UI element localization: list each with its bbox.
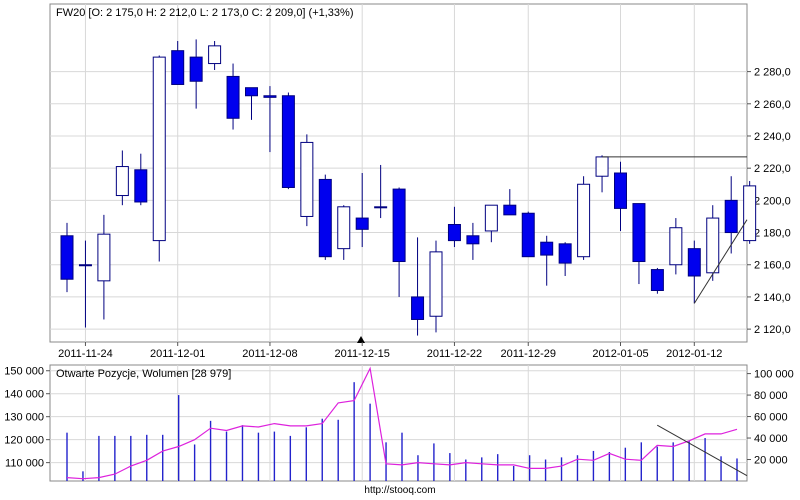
date-marker-icon <box>357 336 365 343</box>
candle-down <box>558 243 572 264</box>
date-tick-label: 2011-12-01 <box>150 348 205 360</box>
open-interest-tick-label: 130 000 <box>4 412 44 424</box>
candle-down <box>411 296 425 320</box>
candle-down <box>60 235 74 280</box>
date-tick-label: 2011-12-08 <box>242 348 297 360</box>
candle-down <box>687 248 701 277</box>
candle-down <box>263 95 277 98</box>
candle-up <box>429 251 443 317</box>
candle-down <box>540 241 554 256</box>
volume-grid <box>50 370 747 464</box>
candle-down <box>614 172 627 209</box>
support-trendline <box>693 219 748 304</box>
candle-down <box>245 87 258 97</box>
volume-chart-title: Otwarte Pozycje, Wolumen [28 979] <box>56 368 231 380</box>
volume-tick-label: 100 000 <box>754 369 794 381</box>
price-tick-label: 2 140,0 <box>754 292 791 304</box>
date-tick-label: 2011-12-22 <box>427 348 482 360</box>
candle-up <box>374 206 388 209</box>
candle-down <box>189 56 203 82</box>
candle-up <box>337 206 351 250</box>
candle-down <box>226 75 240 119</box>
candle-up <box>595 156 609 177</box>
open-interest-tick-label: 120 000 <box>4 435 44 447</box>
volume-tick-label: 60 000 <box>754 412 788 424</box>
price-trendlines <box>602 156 748 304</box>
candle-down <box>724 199 738 234</box>
price-axis-ticks: 2 120,0 2 140,0 2 160,0 2 180,0 2 200,0 2 220… <box>747 67 791 336</box>
open-interest-line <box>66 366 738 480</box>
candle-down <box>503 204 517 216</box>
candle-up <box>78 264 92 267</box>
open-interest-tick-label: 110 000 <box>5 458 44 470</box>
price-tick-label: 2 280,0 <box>754 67 791 79</box>
candle-down <box>281 95 295 188</box>
date-tick-label: 2012-01-05 <box>592 348 648 360</box>
volume-tick-label: 40 000 <box>754 433 788 445</box>
candle-down <box>392 188 406 263</box>
volume-panel: 110 000 120 000 130 000 140 000 150 000 20 0… <box>4 364 794 482</box>
candle-up <box>669 227 683 266</box>
candle-up <box>152 56 166 242</box>
date-tick-label: 2011-12-15 <box>334 348 389 360</box>
price-tick-label: 2 260,0 <box>754 99 791 111</box>
candle-up <box>208 45 222 65</box>
volume-x-grid <box>84 365 695 481</box>
price-tick-label: 2 160,0 <box>754 260 791 272</box>
date-tick-label: 2011-11-24 <box>58 348 113 360</box>
price-tick-label: 2 120,0 <box>754 324 791 336</box>
volume-trendline <box>656 424 748 477</box>
candle-up <box>300 141 314 217</box>
date-tick-label: 2011-12-29 <box>501 348 556 360</box>
price-tick-label: 2 220,0 <box>754 163 791 175</box>
price-tick-label: 2 240,0 <box>754 131 791 143</box>
candle-down <box>171 50 185 85</box>
volume-trendline-segment <box>656 424 748 477</box>
candle-down <box>447 224 461 242</box>
source-link[interactable]: http://stooq.com <box>364 485 436 496</box>
candle-down <box>134 169 148 203</box>
candle-down <box>521 212 535 258</box>
candle-up <box>743 185 757 242</box>
date-tick-label: 2012-01-12 <box>666 348 722 360</box>
price-panel-frame <box>49 3 748 343</box>
open-interest-tick-label: 150 000 <box>4 366 44 378</box>
open-interest-series <box>66 366 738 480</box>
volume-tick-label: 80 000 <box>754 390 788 402</box>
price-chart-title: FW20 [O: 2 175,0 H: 2 212,0 L: 2 173,0 C… <box>56 7 353 19</box>
candle-down <box>632 203 646 263</box>
price-grid <box>50 71 747 330</box>
candle-up <box>115 166 129 197</box>
date-axis-labels: 2011-11-24 2011-12-01 2011-12-08 2011-12-15… <box>58 342 722 360</box>
candle-down <box>355 217 369 230</box>
candle-up <box>97 233 111 282</box>
candlestick-series <box>60 39 757 336</box>
volume-axis-ticks: 20 000 40 000 60 000 80 000 100 000 <box>747 369 794 467</box>
candle-up <box>577 183 591 258</box>
candle-down <box>318 178 332 258</box>
volume-panel-frame <box>49 364 748 482</box>
volume-tick-label: 20 000 <box>754 455 788 467</box>
candle-up <box>706 217 720 274</box>
open-interest-tick-label: 140 000 <box>4 389 44 401</box>
candle-down <box>650 269 664 291</box>
open-interest-axis-ticks: 110 000 120 000 130 000 140 000 150 000 <box>4 366 50 470</box>
price-tick-label: 2 200,0 <box>754 195 791 207</box>
price-panel: 2 120,0 2 140,0 2 160,0 2 180,0 2 200,0 2 220… <box>49 3 791 343</box>
candle-down <box>466 235 480 245</box>
candle-up <box>484 204 498 232</box>
price-tick-label: 2 180,0 <box>754 228 791 240</box>
